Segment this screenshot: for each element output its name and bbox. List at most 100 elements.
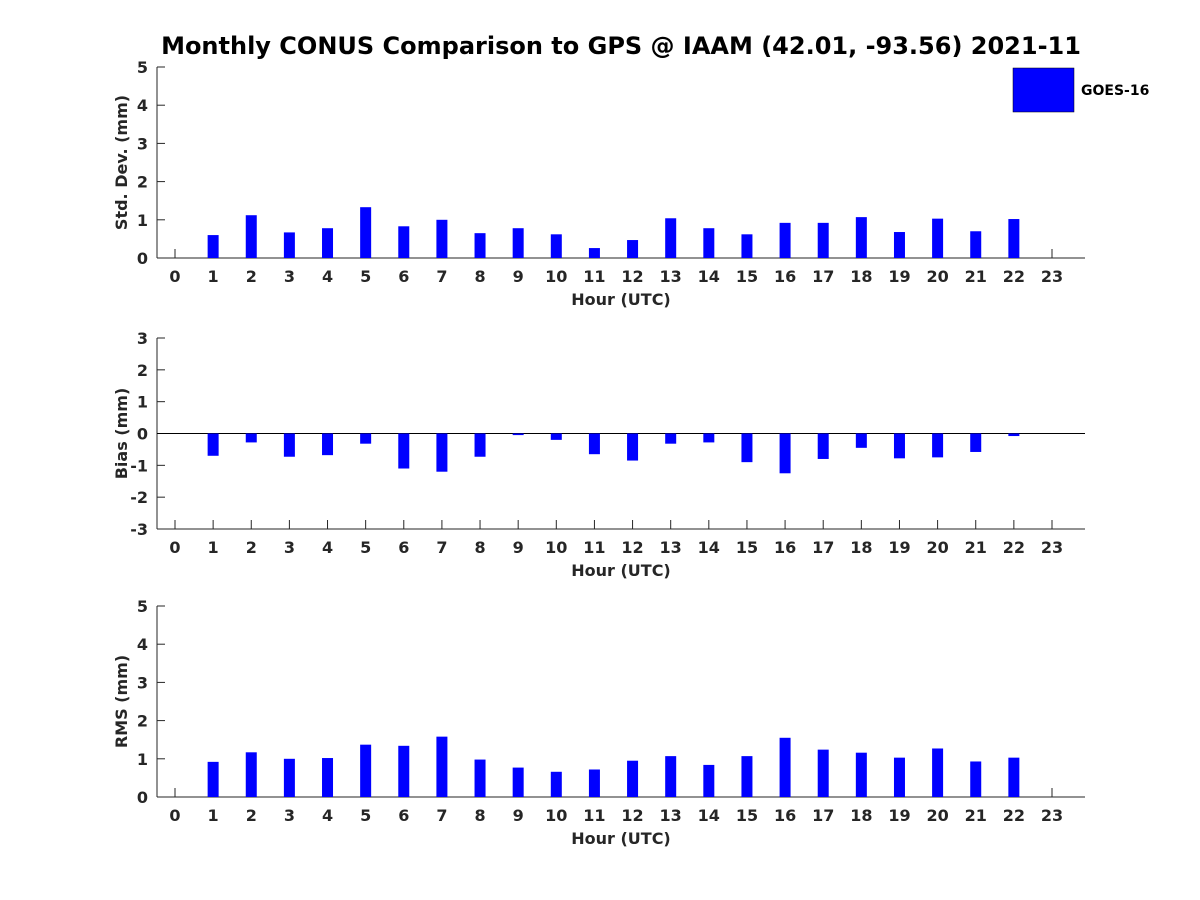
bar (703, 433, 715, 443)
x-tick-label: 10 (545, 806, 567, 825)
x-tick-label: 12 (621, 806, 643, 825)
x-axis-label: Hour (UTC) (571, 829, 671, 848)
x-tick-label: 5 (360, 267, 371, 286)
bar (970, 761, 982, 797)
bar (741, 234, 753, 258)
bar (893, 433, 905, 459)
y-tick-label: 2 (137, 712, 148, 731)
bar (398, 433, 410, 469)
y-tick-label: 3 (137, 329, 148, 348)
bar (970, 433, 982, 452)
x-axis-label: Hour (UTC) (571, 290, 671, 309)
x-tick-label: 13 (660, 538, 682, 557)
x-tick-label: 3 (284, 538, 295, 557)
x-tick-label: 19 (888, 538, 910, 557)
x-tick-label: 19 (888, 806, 910, 825)
x-tick-label: 0 (169, 806, 180, 825)
bar (588, 433, 600, 455)
x-tick-label: 8 (474, 267, 485, 286)
y-tick-label: 4 (137, 96, 148, 115)
x-tick-label: 17 (812, 806, 834, 825)
bar (512, 767, 524, 797)
bar (398, 745, 410, 797)
x-axis-label: Hour (UTC) (571, 561, 671, 580)
x-tick-label: 13 (660, 267, 682, 286)
chart-title: Monthly CONUS Comparison to GPS @ IAAM (… (161, 32, 1081, 60)
x-tick-label: 4 (322, 538, 333, 557)
y-tick-label: 3 (137, 673, 148, 692)
bar (741, 433, 753, 463)
x-tick-label: 18 (850, 538, 872, 557)
bar (703, 228, 715, 258)
bar (893, 232, 905, 258)
bar (665, 433, 677, 444)
bar (322, 433, 334, 456)
y-axis-label: Std. Dev. (mm) (112, 95, 131, 230)
y-tick-label: 1 (137, 393, 148, 412)
bar (550, 771, 562, 797)
x-tick-label: 2 (246, 538, 257, 557)
x-tick-label: 23 (1041, 267, 1063, 286)
bar (1008, 433, 1020, 437)
x-tick-label: 15 (736, 267, 758, 286)
legend: GOES-16 (1012, 67, 1149, 113)
x-tick-label: 23 (1041, 806, 1063, 825)
bar (360, 433, 372, 444)
bar (627, 240, 639, 258)
bar (665, 756, 677, 797)
x-tick-label: 0 (169, 267, 180, 286)
x-tick-label: 7 (436, 806, 447, 825)
x-tick-label: 3 (284, 267, 295, 286)
x-tick-label: 8 (474, 806, 485, 825)
bar (245, 752, 257, 797)
bar (436, 736, 448, 797)
bar (512, 228, 524, 258)
x-tick-label: 1 (208, 267, 219, 286)
bar (245, 433, 257, 443)
bar (855, 217, 867, 258)
bar (970, 231, 982, 258)
x-tick-label: 9 (513, 267, 524, 286)
x-tick-label: 11 (583, 538, 605, 557)
y-tick-label: -1 (130, 456, 148, 475)
x-tick-label: 14 (698, 538, 720, 557)
x-tick-label: 4 (322, 267, 333, 286)
bar (779, 222, 791, 258)
bar (1008, 219, 1020, 258)
x-tick-label: 22 (1003, 806, 1025, 825)
x-tick-label: 16 (774, 538, 796, 557)
bar (322, 228, 334, 258)
y-axis-label: Bias (mm) (112, 388, 131, 480)
bar (665, 218, 677, 258)
x-tick-label: 20 (926, 538, 948, 557)
x-tick-label: 21 (965, 267, 987, 286)
x-tick-label: 6 (398, 806, 409, 825)
y-tick-label: 0 (137, 788, 148, 807)
y-axis-label: RMS (mm) (112, 655, 131, 748)
bar (436, 219, 448, 258)
bar (855, 752, 867, 797)
x-tick-label: 17 (812, 267, 834, 286)
bar (932, 748, 944, 797)
y-tick-label: 5 (137, 597, 148, 616)
x-tick-label: 3 (284, 806, 295, 825)
x-tick-label: 21 (965, 538, 987, 557)
x-tick-label: 9 (513, 538, 524, 557)
x-tick-label: 21 (965, 806, 987, 825)
x-tick-label: 1 (208, 538, 219, 557)
x-tick-label: 10 (545, 538, 567, 557)
x-tick-label: 2 (246, 267, 257, 286)
bar (398, 226, 410, 258)
bar (1008, 757, 1020, 797)
bar (817, 433, 829, 459)
bar (855, 433, 867, 448)
x-tick-label: 22 (1003, 538, 1025, 557)
x-tick-label: 14 (698, 267, 720, 286)
y-tick-label: 3 (137, 134, 148, 153)
y-tick-label: 5 (137, 58, 148, 77)
x-tick-label: 15 (736, 538, 758, 557)
bar (207, 433, 219, 456)
x-tick-label: 5 (360, 538, 371, 557)
